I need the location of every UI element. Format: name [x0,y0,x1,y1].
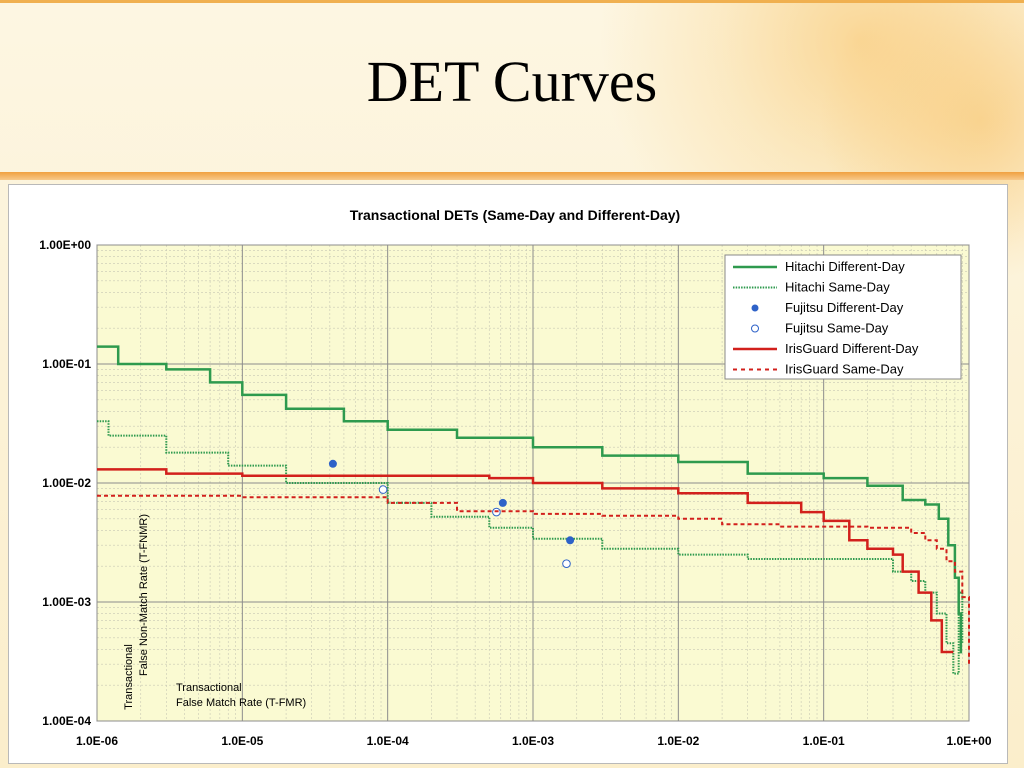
fujitsu-different-day-point [328,459,337,468]
y-tick-label: 1.00E-03 [42,595,91,609]
x-tick-label: 1.0E-02 [657,734,699,748]
hitachi-different-day-line [97,345,963,654]
fujitsu-different-day-point [566,536,575,545]
legend-label-fujitsu-same-day: Fujitsu Same-Day [785,321,889,336]
x-axis-label-line2: False Match Rate (T-FMR) [176,697,306,709]
y-tick-label: 1.00E-02 [42,476,91,490]
title-divider-rule [0,172,1024,180]
legend-swatch-fujitsu-same-day [751,324,759,333]
x-tick-label: 1.0E-03 [512,734,554,748]
chart-frame: Transactional DETs (Same-Day and Differe… [8,184,1008,764]
slide-title: DET Curves [366,49,658,114]
y-tick-label: 1.00E-04 [42,714,91,728]
y-tick-label: 1.00E+00 [39,238,91,252]
chart-title: Transactional DETs (Same-Day and Differe… [350,207,680,223]
legend-swatch-fujitsu-different-day [751,304,759,312]
x-tick-label: 1.0E-05 [221,734,263,748]
x-tick-label: 1.0E-01 [803,734,845,748]
det-chart: Transactional DETs (Same-Day and Differe… [39,207,992,748]
fujitsu-same-day-point [378,485,388,494]
top-accent-rule [0,0,1024,3]
x-axis-label-line1: Transactional [176,682,242,694]
legend-label-irisguard-different-day: IrisGuard Different-Day [785,341,919,356]
x-tick-label: 1.0E-06 [76,734,118,748]
irisguard-same-day-line [97,494,970,666]
x-tick-label: 1.0E+00 [946,734,991,748]
legend-box [724,254,962,380]
y-axis-label-line2: False Non-Match Rate (T-FNMR) [138,514,150,676]
x-tick-label: 1.0E-04 [367,734,409,748]
y-tick-label: 1.00E-01 [42,357,91,371]
irisguard-different-day-line [97,468,954,654]
fujitsu-different-day-point [498,498,507,507]
legend-label-hitachi-same-day: Hitachi Same-Day [785,280,890,295]
hitachi-same-day-line [97,420,964,675]
legend-label-fujitsu-different-day: Fujitsu Different-Day [785,300,904,315]
fujitsu-same-day-point [562,559,571,568]
y-axis-label-line1: Transactional [123,644,135,710]
legend-label-hitachi-different-day: Hitachi Different-Day [785,259,905,274]
legend-label-irisguard-same-day: IrisGuard Same-Day [785,362,904,377]
